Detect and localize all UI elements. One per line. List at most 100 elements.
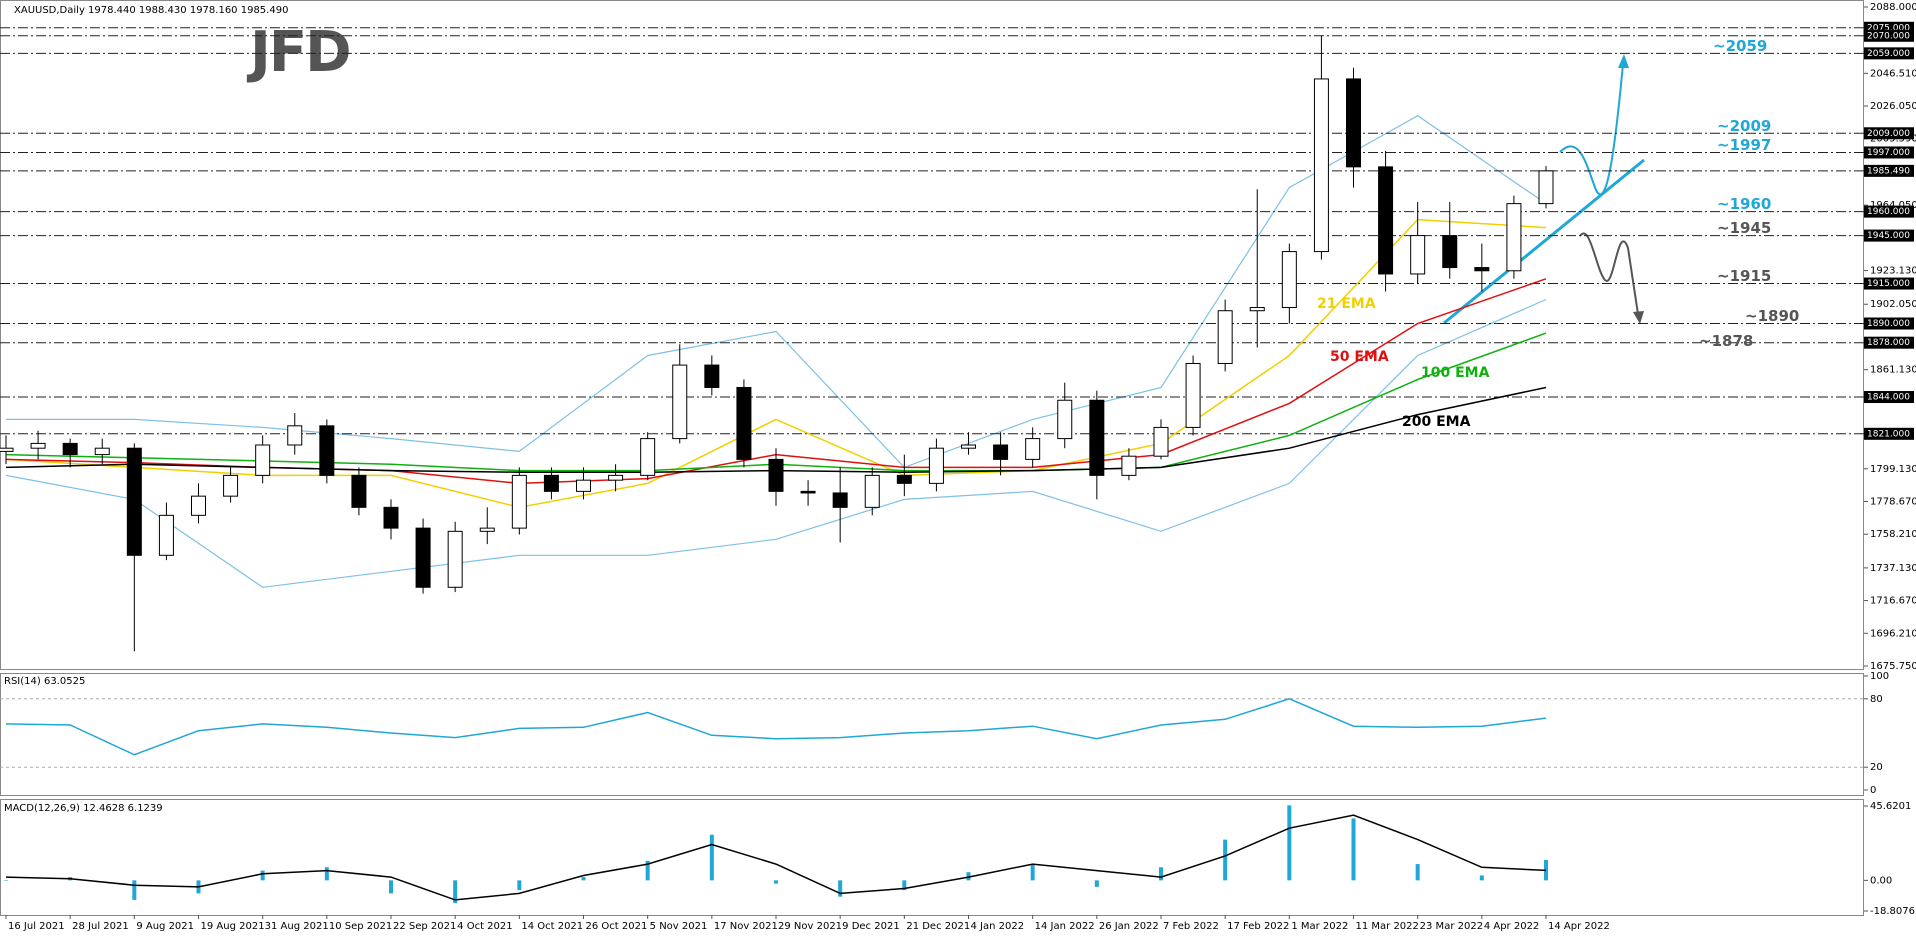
y-tick-label: 0 [1870, 785, 1876, 796]
candle-body [640, 438, 656, 476]
y-tick-label: 100 [1870, 671, 1889, 682]
candle-body [255, 444, 271, 476]
x-tick-label: 14 Oct 2021 [521, 921, 583, 932]
level-box [1864, 336, 1914, 349]
x-tick-label: 17 Feb 2022 [1227, 921, 1289, 932]
macd-bar [966, 872, 971, 881]
candle-body [511, 474, 527, 529]
candle-body [1217, 310, 1233, 364]
candle-body [1089, 399, 1105, 476]
y-tick-label: 1758.210 [1870, 529, 1916, 540]
y-tick-label: -18.8076 [1870, 906, 1915, 917]
candle-body [479, 527, 495, 532]
macd-bar [453, 880, 458, 904]
candle-body [191, 495, 206, 516]
macd-bar [709, 834, 714, 881]
candle-body [672, 364, 688, 440]
arrow-head [1618, 54, 1629, 68]
candle-body [896, 474, 912, 484]
level-box [1864, 29, 1914, 42]
ema-label: 21 EMA [1317, 296, 1376, 312]
bollinger-band [5, 298, 1547, 588]
level-label: 2059.000 [1867, 49, 1910, 59]
y-tick-label: 1716.670 [1870, 596, 1916, 607]
candle-body [223, 474, 239, 497]
level-box [1864, 127, 1914, 140]
x-tick-label: 7 Feb 2022 [1163, 921, 1219, 932]
level-label: 1878.000 [1867, 338, 1910, 348]
candle-body [576, 479, 591, 492]
ema-label: 100 EMA [1421, 365, 1490, 381]
x-tick-label: 9 Aug 2021 [136, 921, 194, 932]
rsi-line [5, 698, 1547, 756]
y-tick-label: 45.6201 [1870, 801, 1911, 812]
y-tick-label: 1778.670 [1870, 496, 1916, 507]
x-tick-label: 14 Apr 2022 [1548, 921, 1610, 932]
candle-body [1378, 166, 1394, 275]
level-annotation: ~1878 [1699, 332, 1753, 350]
candle-body [864, 474, 880, 508]
candle-body [319, 425, 335, 476]
rsi-panel [0, 673, 1864, 796]
level-annotation: ~1915 [1717, 267, 1771, 285]
x-tick-label: 21 Dec 2021 [906, 921, 970, 932]
y-tick-label: 2026.050 [1870, 101, 1916, 112]
candle-body [1153, 426, 1169, 457]
x-tick-label: 9 Dec 2021 [842, 921, 900, 932]
level-annotation: ~1960 [1717, 195, 1771, 213]
y-tick-label: 1675.750 [1870, 661, 1916, 672]
level-annotation: ~1945 [1717, 219, 1771, 237]
level-box [1864, 47, 1914, 60]
candle-body [1410, 235, 1426, 275]
macd-bar [838, 880, 843, 897]
candle-body [832, 492, 848, 508]
forecast-arrows [1443, 54, 1645, 325]
candle-body [0, 447, 14, 452]
candle-body [158, 514, 174, 556]
level-box [1864, 229, 1914, 242]
x-tick-label: 1 Mar 2022 [1291, 921, 1348, 932]
trendline [1443, 158, 1645, 325]
x-tick-label: 5 Nov 2021 [650, 921, 708, 932]
level-box [1864, 427, 1914, 440]
level-box [1864, 205, 1914, 218]
candle-body [1281, 251, 1297, 309]
x-tick-label: 16 Jul 2021 [8, 921, 65, 932]
y-tick-label: 20 [1870, 762, 1883, 773]
level-label: 1890.000 [1867, 319, 1910, 329]
x-tick-label: 23 Mar 2022 [1420, 921, 1483, 932]
candle-body [1346, 78, 1361, 168]
candle-body [543, 474, 559, 492]
candle-body [961, 444, 976, 449]
ema-label: 200 EMA [1402, 414, 1471, 430]
x-tick-label: 11 Mar 2022 [1356, 921, 1419, 932]
x-tick-label: 4 Oct 2021 [457, 921, 512, 932]
level-box [1864, 317, 1914, 330]
x-tick-label: 4 Apr 2022 [1484, 921, 1539, 932]
level-label: 1915.000 [1867, 279, 1910, 289]
level-label: 1945.000 [1867, 231, 1910, 241]
candle-body [800, 490, 816, 494]
macd-bar [1287, 805, 1292, 881]
level-label: 1960.000 [1867, 207, 1910, 217]
chart-title: RSI(14) 63.0525 [4, 676, 85, 687]
candle-body [1538, 170, 1554, 205]
candle-body [415, 527, 431, 588]
macd-bar [517, 880, 522, 891]
candle-body [704, 364, 720, 388]
x-tick-label: 22 Sep 2021 [393, 921, 456, 932]
level-label: 1844.000 [1867, 393, 1910, 403]
candle-body [993, 444, 1009, 460]
candle-body [447, 530, 463, 588]
x-tick-label: 17 Nov 2021 [714, 921, 778, 932]
bearish-path [1579, 232, 1639, 315]
candle-body [62, 442, 78, 456]
x-tick-label: 31 Aug 2021 [265, 921, 329, 932]
level-label: 2070.000 [1867, 31, 1910, 41]
signal-line [5, 814, 1547, 901]
level-annotation: ~2009 [1717, 117, 1771, 135]
y-tick-label: 1799.130 [1870, 464, 1916, 475]
bullish-path [1559, 63, 1624, 196]
candle-body [1474, 267, 1490, 272]
